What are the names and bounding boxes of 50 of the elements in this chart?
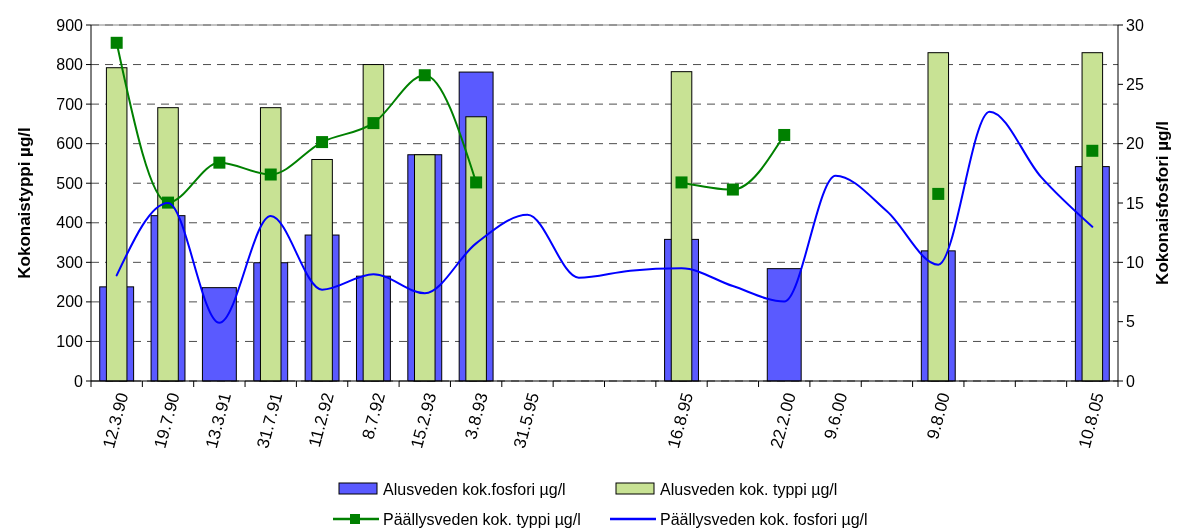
y2-tick-label: 5: [1126, 313, 1135, 331]
y2-tick-label: 20: [1126, 135, 1144, 153]
x-tick-label: 31.7.91: [253, 390, 287, 451]
x-tick-label: 12.3.90: [99, 390, 133, 451]
x-tick-label: 9.8.00: [923, 390, 954, 442]
x-tick-label: 9.6.00: [820, 390, 852, 442]
y-tick-label: 500: [56, 174, 84, 192]
y2-tick-label: 15: [1126, 194, 1144, 212]
x-tick-label: 11.2.92: [304, 390, 338, 450]
point: [367, 117, 380, 130]
y2-tick-label: 0: [1126, 372, 1135, 390]
x-tick-label: 13.3.91: [201, 390, 235, 451]
point: [1086, 144, 1099, 157]
legend-label: Päällysveden kok. typpi µg/l: [383, 510, 581, 528]
y-tick-label: 200: [56, 293, 84, 311]
point: [110, 36, 123, 49]
y2-axis-title: Kokonaisfosfori µg/l: [1153, 121, 1172, 285]
point: [726, 183, 739, 196]
point: [675, 176, 688, 189]
point: [264, 168, 277, 181]
point: [470, 176, 483, 189]
y-tick-label: 600: [56, 135, 84, 153]
point: [316, 136, 329, 149]
y-tick-label: 800: [56, 56, 84, 74]
x-tick-label: 3.8.93: [461, 390, 492, 442]
y2-tick-label: 30: [1126, 16, 1144, 34]
y-tick-label: 700: [56, 95, 84, 113]
x-tick-label: 16.8.95: [664, 390, 698, 451]
x-tick-label: 22.2.00: [766, 390, 800, 451]
legend-label: Alusveden kok.fosfori µg/l: [383, 480, 566, 498]
point: [932, 187, 945, 200]
legend-label: Alusveden kok. typpi µg/l: [660, 480, 838, 498]
legend-label: Päällysveden kok. fosfori µg/l: [660, 510, 868, 528]
y-tick-label: 0: [74, 372, 84, 390]
y2-tick-label: 25: [1126, 75, 1144, 93]
point: [213, 156, 226, 169]
y-tick-label: 100: [56, 333, 84, 351]
y-tick-label: 300: [56, 253, 84, 271]
point: [418, 69, 431, 82]
y-tick-label: 900: [56, 16, 84, 34]
point: [778, 128, 791, 141]
x-tick-label: 15.2.93: [407, 390, 441, 451]
x-tick-label: 31.5.95: [510, 390, 544, 451]
line-series: [115, 110, 1094, 324]
y-tick-label: 400: [56, 214, 84, 232]
x-tick-label: 10.8.05: [1074, 390, 1108, 451]
x-tick-label: 19.7.90: [150, 390, 184, 451]
x-tick-label: 8.7.92: [358, 390, 390, 442]
y2-tick-label: 10: [1126, 253, 1144, 271]
y-axis-title: Kokonaistyppi µg/l: [15, 127, 34, 279]
